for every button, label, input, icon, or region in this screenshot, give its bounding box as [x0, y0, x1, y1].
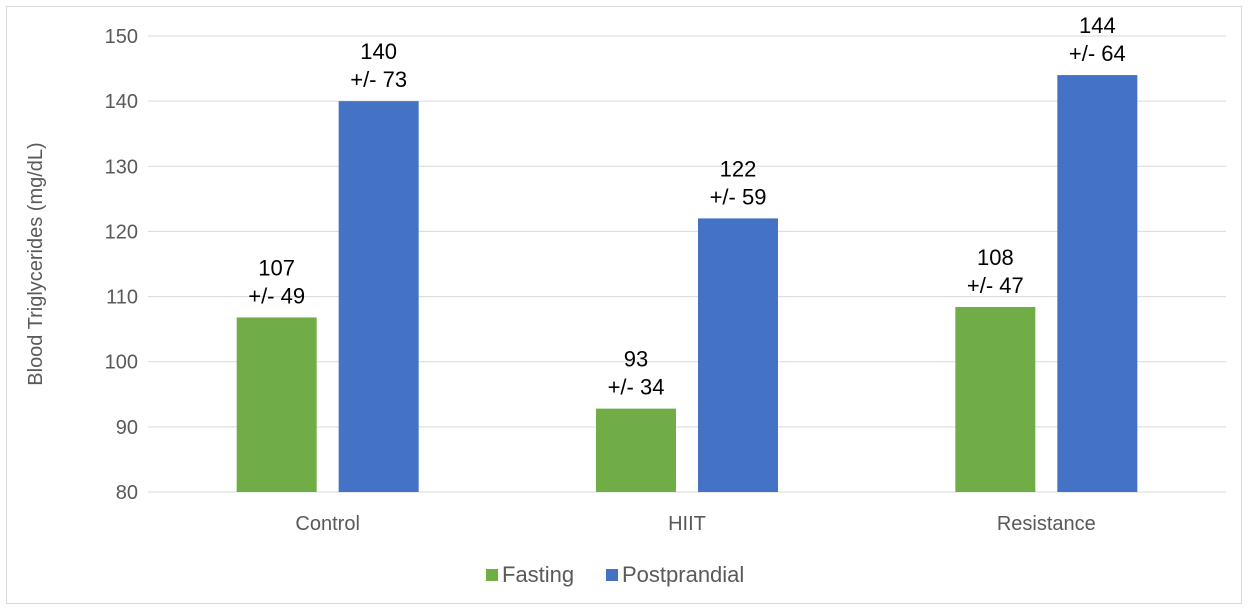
- bar-fasting-control: [236, 317, 317, 492]
- y-tick-label: 110: [106, 287, 138, 309]
- data-label-mean: 140: [360, 39, 397, 64]
- gridlines: [148, 35, 1226, 493]
- bar-fasting-resistance: [955, 306, 1036, 492]
- data-label-sd: +/- 64: [1069, 41, 1126, 66]
- data-label-sd: +/- 34: [608, 375, 665, 400]
- y-axis-title: Blood Triglycerides (mg/dL): [25, 142, 47, 385]
- legend-label-postprandial: Postprandial: [622, 562, 744, 587]
- data-label-mean: 108: [977, 245, 1014, 270]
- y-tick-label: 120: [105, 221, 138, 243]
- data-labels: 107 +/- 49 140 +/- 73 93 +/- 34 122 +/- 59 108 +/…: [248, 13, 1126, 400]
- data-label-mean: 93: [624, 347, 648, 372]
- y-axis-ticks: 80 90 100 110 120 130 140 150: [105, 26, 138, 504]
- y-tick-label: 140: [105, 91, 138, 113]
- chart-area: [6, 6, 1242, 604]
- bar-postprandial-resistance: [1057, 75, 1138, 492]
- legend-label-fasting: Fasting: [502, 562, 574, 587]
- bar-fasting-hiit: [596, 408, 676, 492]
- x-tick-label: Control: [295, 513, 359, 535]
- data-label-sd: +/- 47: [967, 273, 1024, 298]
- bar-postprandial-control: [338, 101, 419, 493]
- data-label-mean: 144: [1079, 13, 1116, 38]
- bar-postprandial-hiit: [698, 218, 778, 492]
- x-tick-label: Resistance: [997, 513, 1096, 535]
- x-axis-ticks: Control HIIT Resistance: [295, 513, 1095, 535]
- y-tick-label: 80: [116, 482, 138, 504]
- bars: [236, 75, 1138, 493]
- data-label-sd: +/- 59: [710, 184, 767, 209]
- data-label-sd: +/- 73: [350, 67, 407, 92]
- data-label-mean: 107: [258, 255, 295, 280]
- legend-swatch-fasting: [486, 569, 498, 581]
- y-tick-label: 130: [105, 156, 138, 178]
- y-tick-label: 100: [105, 352, 138, 374]
- y-tick-label: 150: [105, 26, 138, 48]
- data-label-sd: +/- 49: [248, 283, 305, 308]
- legend: Fasting Postprandial: [486, 562, 744, 587]
- y-tick-label: 90: [116, 417, 138, 439]
- legend-swatch-postprandial: [606, 569, 618, 581]
- x-tick-label: HIIT: [668, 513, 706, 535]
- data-label-mean: 122: [720, 156, 757, 181]
